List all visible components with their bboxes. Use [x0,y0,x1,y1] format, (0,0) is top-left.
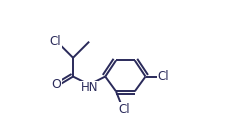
Text: Cl: Cl [118,103,129,116]
Text: O: O [51,78,61,91]
Text: HN: HN [80,82,97,95]
Text: Cl: Cl [50,35,61,48]
Text: Cl: Cl [156,70,168,83]
